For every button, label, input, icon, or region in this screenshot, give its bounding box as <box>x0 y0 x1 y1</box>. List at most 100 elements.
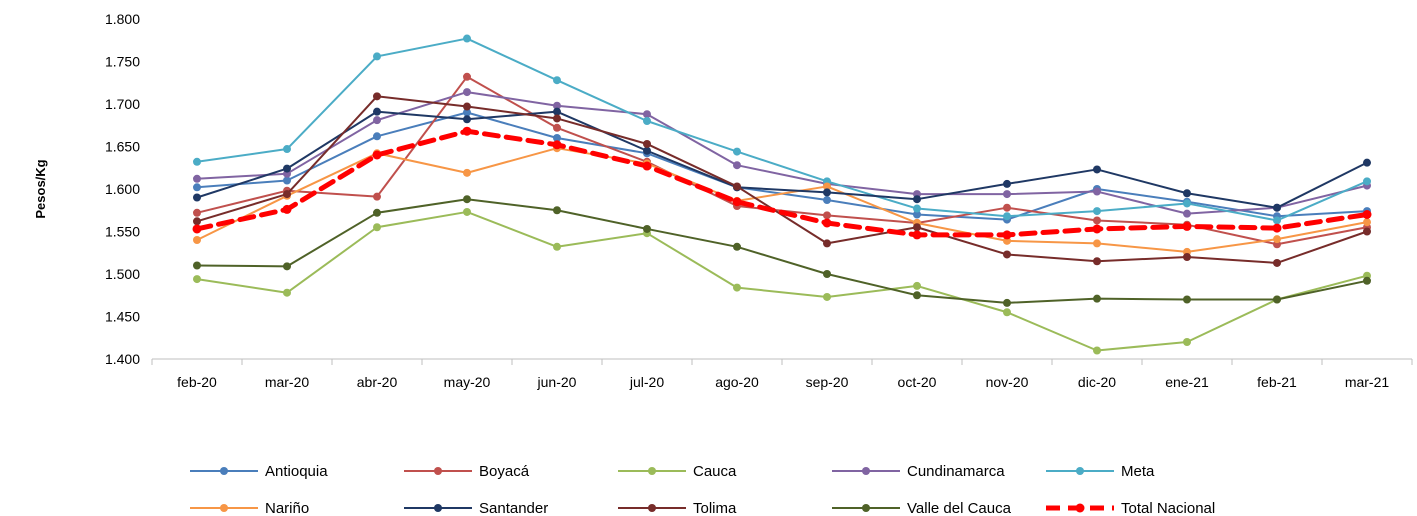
data-point <box>1093 165 1101 174</box>
data-point <box>1273 203 1281 212</box>
legend: Antioquia Boyacá Cauca Cundinamarca Meta Nari… <box>190 463 1215 516</box>
legend-swatch-marker <box>862 504 870 512</box>
data-point <box>463 168 471 177</box>
data-point <box>553 206 561 215</box>
series-valle-del-cauca <box>193 195 1371 307</box>
data-point <box>553 242 561 251</box>
legend-item: Cauca <box>618 463 737 480</box>
legend-label: Cauca <box>693 463 737 480</box>
y-tick-label: 1.500 <box>105 266 140 282</box>
data-point <box>283 145 291 154</box>
series-line <box>196 210 1368 352</box>
data-point <box>372 150 382 160</box>
data-point <box>1362 210 1372 219</box>
data-point <box>373 132 381 141</box>
legend-swatch-marker <box>648 504 656 512</box>
y-tick-label: 1.550 <box>105 224 140 240</box>
data-point <box>823 292 831 301</box>
data-point <box>733 147 741 156</box>
data-point <box>373 92 381 101</box>
data-point <box>1363 177 1371 186</box>
legend-label: Tolima <box>693 500 737 516</box>
legend-swatch-marker <box>434 504 442 512</box>
y-tick-label: 1.450 <box>105 309 140 325</box>
data-point <box>373 208 381 217</box>
data-point <box>642 161 652 171</box>
data-point <box>463 88 471 97</box>
data-point <box>1273 295 1281 304</box>
data-point <box>1183 189 1191 198</box>
x-tick-label: abr-20 <box>357 374 398 390</box>
legend-item: Santander <box>404 500 548 516</box>
series-cauca <box>193 207 1371 355</box>
data-point <box>732 197 742 207</box>
data-point <box>553 123 561 132</box>
legend-label: Boyacá <box>479 463 530 480</box>
data-point <box>643 117 651 125</box>
y-tick-label: 1.600 <box>105 181 140 197</box>
series-cundinamarca <box>193 88 1371 218</box>
x-tick-label: jul-20 <box>629 374 664 390</box>
y-tick-label: 1.650 <box>105 139 140 155</box>
data-point <box>1093 346 1101 355</box>
legend-item: Tolima <box>618 500 737 516</box>
data-point <box>193 193 201 202</box>
data-point <box>1003 190 1011 199</box>
y-tick-label: 1.400 <box>105 351 140 367</box>
data-point <box>1183 295 1191 304</box>
data-point <box>1273 235 1281 244</box>
x-tick-label: feb-20 <box>177 374 217 390</box>
legend-label: Cundinamarca <box>907 463 1005 480</box>
data-point <box>283 190 291 199</box>
data-point <box>193 261 201 270</box>
data-point <box>1093 294 1101 303</box>
data-point <box>193 208 201 217</box>
data-point <box>463 72 471 81</box>
legend-item: Cundinamarca <box>832 463 1005 480</box>
data-point <box>733 161 741 170</box>
data-point <box>823 188 831 197</box>
data-point <box>463 195 471 204</box>
legend-item: Boyacá <box>404 463 530 480</box>
data-point <box>1003 203 1011 212</box>
data-point <box>192 224 202 234</box>
x-tick-label: mar-20 <box>265 374 310 390</box>
data-point <box>193 183 201 192</box>
data-point <box>823 196 831 205</box>
data-point <box>643 139 651 148</box>
data-point <box>1093 187 1101 196</box>
data-point <box>1003 179 1011 188</box>
data-point <box>913 291 921 300</box>
data-point <box>1272 223 1282 233</box>
series-line <box>196 198 1368 304</box>
data-point <box>193 236 201 244</box>
data-point <box>373 192 381 201</box>
data-point <box>1093 207 1101 216</box>
series-line <box>196 95 1368 264</box>
data-point <box>1363 158 1371 167</box>
data-point <box>1182 221 1192 231</box>
x-tick-label: sep-20 <box>806 374 849 390</box>
data-point <box>463 102 471 111</box>
data-point <box>913 223 921 232</box>
data-point <box>1183 338 1191 346</box>
legend-item: Meta <box>1046 463 1155 480</box>
data-point <box>193 217 201 226</box>
series-group <box>192 34 1372 355</box>
data-point <box>823 182 831 191</box>
data-point <box>913 195 921 204</box>
x-tick-label: mar-21 <box>1345 374 1390 390</box>
data-point <box>1273 258 1281 267</box>
data-point <box>373 116 381 125</box>
legend-label: Total Nacional <box>1121 500 1215 516</box>
data-point <box>733 283 741 292</box>
data-point <box>913 210 921 219</box>
data-point <box>1003 298 1011 307</box>
y-axis-label: Pesos/Kg <box>33 159 48 218</box>
data-point <box>553 134 561 142</box>
data-point <box>643 224 651 233</box>
data-point <box>283 176 291 185</box>
data-point <box>913 204 921 213</box>
x-tick-label: ene-21 <box>1165 374 1209 390</box>
